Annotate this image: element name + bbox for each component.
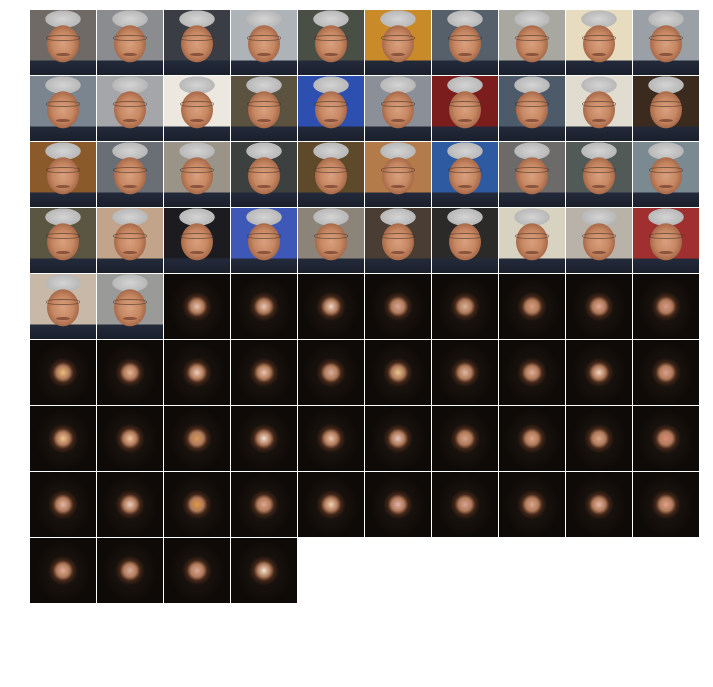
face-photo-tile	[30, 208, 96, 273]
dark-reconstruction-tile	[499, 274, 565, 339]
face-photo-tile	[566, 10, 632, 75]
dark-reconstruction-tile	[365, 274, 431, 339]
face-photo-tile	[97, 208, 163, 273]
dark-reconstruction-tile	[633, 472, 699, 537]
dark-reconstruction-tile	[164, 274, 230, 339]
dark-reconstruction-tile	[30, 406, 96, 471]
face-photo-tile	[97, 274, 163, 339]
dark-reconstruction-tile	[499, 472, 565, 537]
dark-reconstruction-tile	[30, 340, 96, 405]
face-photo-tile	[231, 76, 297, 141]
dark-reconstruction-tile	[231, 406, 297, 471]
dark-reconstruction-tile	[566, 274, 632, 339]
face-photo-tile	[97, 76, 163, 141]
face-photo-tile	[30, 76, 96, 141]
face-photo-tile	[432, 142, 498, 207]
face-photo-tile	[499, 208, 565, 273]
face-photo-tile	[499, 76, 565, 141]
face-photo-tile	[566, 76, 632, 141]
face-photo-tile	[432, 208, 498, 273]
face-photo-tile	[432, 10, 498, 75]
face-photo-tile	[164, 142, 230, 207]
face-photo-tile	[298, 142, 364, 207]
dark-reconstruction-tile	[499, 406, 565, 471]
dark-reconstruction-tile	[432, 406, 498, 471]
dark-reconstruction-tile	[30, 472, 96, 537]
dark-reconstruction-tile	[97, 340, 163, 405]
face-photo-tile	[97, 142, 163, 207]
dark-reconstruction-tile	[633, 406, 699, 471]
dark-reconstruction-tile	[566, 472, 632, 537]
dark-reconstruction-tile	[97, 538, 163, 603]
face-photo-tile	[30, 10, 96, 75]
dark-reconstruction-tile	[231, 340, 297, 405]
dark-reconstruction-tile	[432, 274, 498, 339]
face-photo-tile	[298, 10, 364, 75]
dark-reconstruction-tile	[432, 340, 498, 405]
dark-reconstruction-tile	[566, 340, 632, 405]
face-photo-tile	[231, 10, 297, 75]
face-photo-tile	[365, 142, 431, 207]
dark-reconstruction-tile	[298, 340, 364, 405]
dark-reconstruction-tile	[298, 406, 364, 471]
dark-reconstruction-tile	[164, 340, 230, 405]
face-photo-tile	[164, 208, 230, 273]
face-photo-tile	[499, 10, 565, 75]
face-photo-tile	[164, 76, 230, 141]
dark-reconstruction-tile	[365, 340, 431, 405]
face-photo-tile	[231, 142, 297, 207]
face-photo-tile	[633, 10, 699, 75]
face-photo-tile	[164, 10, 230, 75]
dark-reconstruction-tile	[298, 274, 364, 339]
face-photo-tile	[298, 208, 364, 273]
face-photo-tile	[97, 10, 163, 75]
face-photo-tile	[633, 208, 699, 273]
face-photo-tile	[365, 208, 431, 273]
face-photo-tile	[365, 10, 431, 75]
dark-reconstruction-tile	[633, 274, 699, 339]
dark-reconstruction-tile	[164, 406, 230, 471]
face-photo-tile	[566, 142, 632, 207]
face-photo-tile	[566, 208, 632, 273]
dark-reconstruction-tile	[231, 472, 297, 537]
face-photo-tile	[633, 76, 699, 141]
dark-reconstruction-tile	[97, 472, 163, 537]
dark-reconstruction-tile	[432, 472, 498, 537]
dark-reconstruction-tile	[164, 472, 230, 537]
dark-reconstruction-tile	[30, 538, 96, 603]
dark-reconstruction-tile	[566, 406, 632, 471]
dark-reconstruction-tile	[365, 472, 431, 537]
face-photo-tile	[499, 142, 565, 207]
dark-reconstruction-tile	[298, 472, 364, 537]
dark-reconstruction-tile	[164, 538, 230, 603]
dark-reconstruction-tile	[633, 340, 699, 405]
face-photo-tile	[432, 76, 498, 141]
dark-reconstruction-tile	[97, 406, 163, 471]
face-photo-tile	[30, 274, 96, 339]
face-photo-tile	[365, 76, 431, 141]
face-image-grid	[30, 10, 700, 603]
dark-reconstruction-tile	[365, 406, 431, 471]
dark-reconstruction-tile	[231, 274, 297, 339]
face-photo-tile	[298, 76, 364, 141]
dark-reconstruction-tile	[499, 340, 565, 405]
face-photo-tile	[30, 142, 96, 207]
face-photo-tile	[231, 208, 297, 273]
face-photo-tile	[633, 142, 699, 207]
dark-reconstruction-tile	[231, 538, 297, 603]
